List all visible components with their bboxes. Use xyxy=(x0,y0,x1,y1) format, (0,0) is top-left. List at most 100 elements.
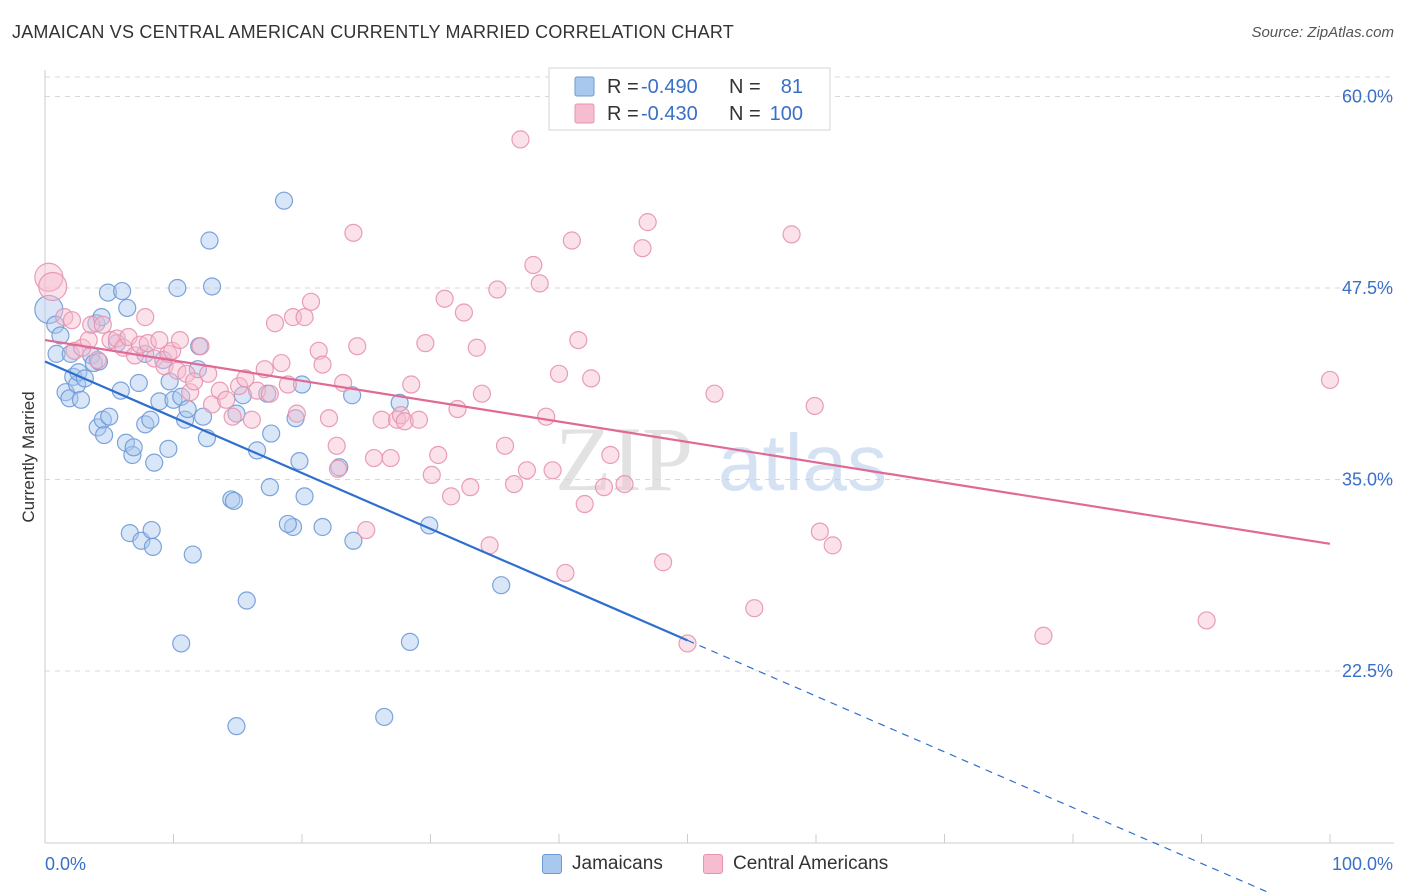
stats-legend: R = -0.490 N = 81 R = -0.430 N = 100 xyxy=(548,67,831,131)
jamaican-point xyxy=(492,576,511,595)
stats-n-label: N = xyxy=(729,76,761,98)
jamaican-point xyxy=(343,386,362,405)
central-american-point xyxy=(562,231,581,250)
central-american-point xyxy=(416,334,435,353)
central-american-point xyxy=(537,407,556,426)
jamaican-point xyxy=(124,438,143,457)
jamaican-point xyxy=(95,425,114,445)
central-american-point xyxy=(309,341,328,360)
jamaican-point xyxy=(290,452,309,471)
central-american-point xyxy=(653,553,673,572)
stats-n-value: 100 xyxy=(770,103,803,125)
central-american-point xyxy=(435,289,454,308)
jamaican-point xyxy=(51,326,70,345)
jamaican-point xyxy=(200,231,219,250)
stats-r-value: -0.490 xyxy=(641,76,698,98)
jamaican-point xyxy=(141,410,160,429)
central-american-point xyxy=(556,563,575,583)
stats-r-value: -0.430 xyxy=(641,103,698,125)
jamaican-point xyxy=(112,281,132,301)
jamaican-trend-line xyxy=(44,360,688,642)
jamaican-point xyxy=(142,520,161,540)
jamaican-point xyxy=(168,278,187,298)
y-axis-label: Currently Married xyxy=(19,391,38,522)
jamaican-point xyxy=(295,487,314,506)
jamaican-point xyxy=(375,707,394,727)
central-american-point xyxy=(191,337,210,356)
jamaican-point xyxy=(129,373,148,393)
central-american-point xyxy=(638,213,657,232)
central-american-point xyxy=(745,599,764,618)
jamaican-point xyxy=(202,277,222,296)
jamaican-point xyxy=(178,399,197,419)
central-american-point xyxy=(543,461,562,480)
jamaican-point xyxy=(193,407,213,426)
central-american-point xyxy=(344,223,363,242)
y-tick-label: 47.5% xyxy=(1342,278,1393,298)
central-american-point xyxy=(422,465,441,485)
central-american-point xyxy=(313,355,332,374)
central-american-point xyxy=(223,407,242,426)
grid-lines xyxy=(44,76,1394,843)
jamaican-point xyxy=(400,632,420,651)
central-american-point xyxy=(138,334,157,353)
central-american-point xyxy=(79,330,98,350)
scatter-points xyxy=(34,130,1340,736)
legend-item-central-americans[interactable]: Central Americans xyxy=(703,852,888,876)
jamaican-point xyxy=(143,537,163,557)
central-american-point xyxy=(495,436,515,455)
stats-swatch xyxy=(574,76,595,97)
central-american-point xyxy=(107,329,127,348)
central-american-point xyxy=(381,448,400,468)
central-american-point xyxy=(272,353,291,373)
central-american-point xyxy=(601,445,620,465)
central-american-point xyxy=(705,384,724,403)
jamaican-point xyxy=(283,517,303,537)
central-american-point xyxy=(575,494,594,514)
central-american-point xyxy=(582,369,601,388)
jamaican-point xyxy=(159,439,178,458)
central-american-point xyxy=(448,399,467,419)
central-american-point xyxy=(130,335,150,354)
central-american-point xyxy=(357,520,376,540)
central-american-point xyxy=(615,474,634,494)
central-american-point xyxy=(301,292,321,311)
y-tick-labels: 22.5% 35.0% 47.5% 60.0% xyxy=(1342,87,1393,682)
jamaican-point xyxy=(172,634,191,653)
stats-r-label: R = xyxy=(607,76,639,98)
central-american-point xyxy=(265,314,285,333)
chart-source: Source: ZipAtlas.com xyxy=(1251,24,1394,41)
central-american-point xyxy=(805,396,824,416)
central-american-point xyxy=(328,459,348,478)
central-american-point xyxy=(569,330,588,350)
jamaican-point xyxy=(145,453,164,472)
x-tick-label-max: 100.0% xyxy=(1332,854,1393,874)
jamaican-point xyxy=(237,591,256,610)
series-legend: Jamaicans Central Americans xyxy=(0,848,1406,882)
jamaican-point xyxy=(123,445,142,465)
jamaican-point xyxy=(262,424,281,443)
central-american-point xyxy=(177,364,196,383)
legend-swatch-blue xyxy=(542,854,562,874)
jamaican-point xyxy=(100,407,119,426)
central-american-point xyxy=(88,350,107,370)
central-american-point xyxy=(136,308,155,327)
central-american-point xyxy=(327,436,346,455)
central-american-point xyxy=(517,461,536,480)
legend-item-jamaicans[interactable]: Jamaicans xyxy=(542,852,663,876)
jamaican-point xyxy=(227,717,246,736)
central-american-point xyxy=(402,375,421,394)
legend-swatch-pink xyxy=(703,854,723,874)
stats-swatch xyxy=(574,103,595,124)
central-american-point xyxy=(242,410,261,429)
central-american-point xyxy=(295,308,314,327)
jamaican-point xyxy=(278,514,297,534)
jamaican-point xyxy=(224,491,243,511)
central-american-point xyxy=(594,478,614,497)
central-american-point xyxy=(372,410,391,429)
central-american-point xyxy=(202,395,222,414)
central-american-point xyxy=(511,130,530,149)
stats-r-label: R = xyxy=(607,103,639,125)
central-american-point xyxy=(236,369,255,388)
